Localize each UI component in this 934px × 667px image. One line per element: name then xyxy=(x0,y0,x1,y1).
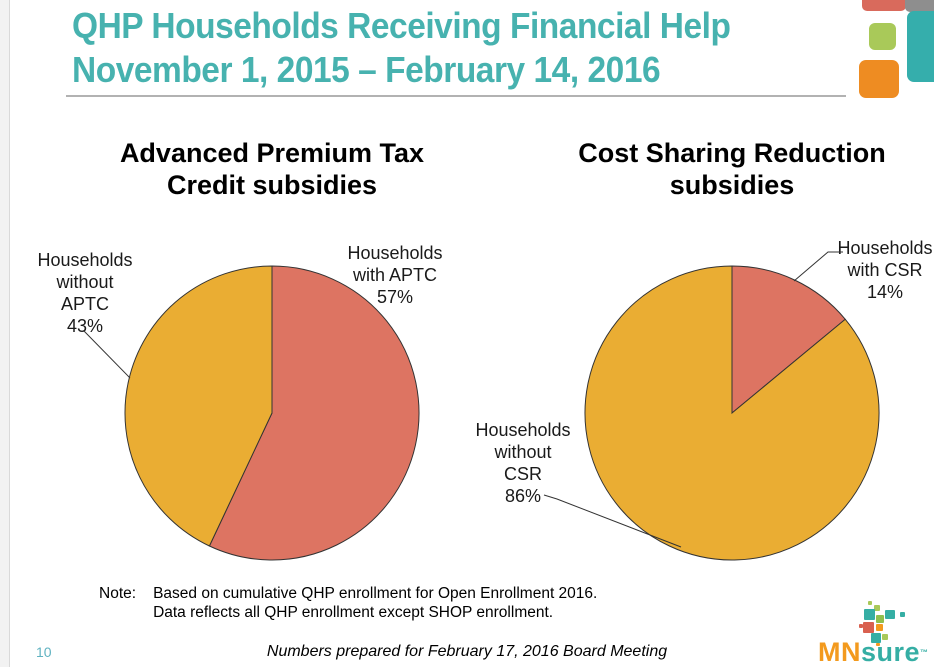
callout-households-without-csr: Households without CSR 86% xyxy=(475,420,571,506)
mosaic-square xyxy=(900,612,905,617)
corner-gray-bar xyxy=(905,0,934,12)
title-underline xyxy=(66,95,846,97)
chart-title-aptc: Advanced Premium Tax Credit subsidies xyxy=(119,138,425,200)
pie-chart-csr xyxy=(584,265,880,561)
corner-teal-square xyxy=(907,11,934,82)
mosaic-square xyxy=(876,615,884,623)
note-label: Note: xyxy=(99,585,137,602)
corner-red-bar xyxy=(862,0,906,11)
mosaic-square xyxy=(863,622,874,633)
note-body: Based on cumulative QHP enrollment for O… xyxy=(153,584,597,622)
pie-chart-aptc xyxy=(124,265,420,561)
logo-trademark: ™ xyxy=(920,648,929,657)
mosaic-square xyxy=(859,624,863,628)
logo-sure: sure xyxy=(861,637,921,667)
callout-households-with-aptc: Households with APTC 57% xyxy=(347,243,443,307)
chart-title-csr: Cost Sharing Reduction subsidies xyxy=(578,138,886,200)
logo-mn: MN xyxy=(818,637,861,667)
mosaic-square xyxy=(868,601,872,605)
mosaic-square xyxy=(871,633,881,643)
corner-green-square xyxy=(869,23,896,50)
mosaic-square xyxy=(864,609,875,620)
mosaic-square xyxy=(885,610,895,619)
note-line-1: Based on cumulative QHP enrollment for O… xyxy=(153,585,598,602)
mosaic-square xyxy=(876,624,883,631)
mosaic-square xyxy=(874,605,880,611)
pie-slice xyxy=(124,265,273,547)
pie-slice xyxy=(208,265,420,561)
page-left-edge xyxy=(0,0,10,667)
logo-wordmark: MNsure™ xyxy=(818,639,929,666)
callout-households-without-aptc: Households without APTC 43% xyxy=(37,250,133,336)
note: Note: Based on cumulative QHP enrollment… xyxy=(99,584,597,622)
note-line-2: Data reflects all QHP enrollment except … xyxy=(153,604,554,621)
callout-households-with-csr: Households with CSR 14% xyxy=(837,238,933,302)
mosaic-square xyxy=(876,643,880,646)
page-title: QHP Households Receiving Financial Help … xyxy=(72,5,731,90)
mosaic-square xyxy=(882,634,888,640)
footer-note: Numbers prepared for February 17, 2016 B… xyxy=(266,643,668,660)
page-number: 10 xyxy=(36,644,52,660)
mnsure-logo: MNsure™ xyxy=(818,596,934,666)
corner-orange-square xyxy=(859,60,899,98)
